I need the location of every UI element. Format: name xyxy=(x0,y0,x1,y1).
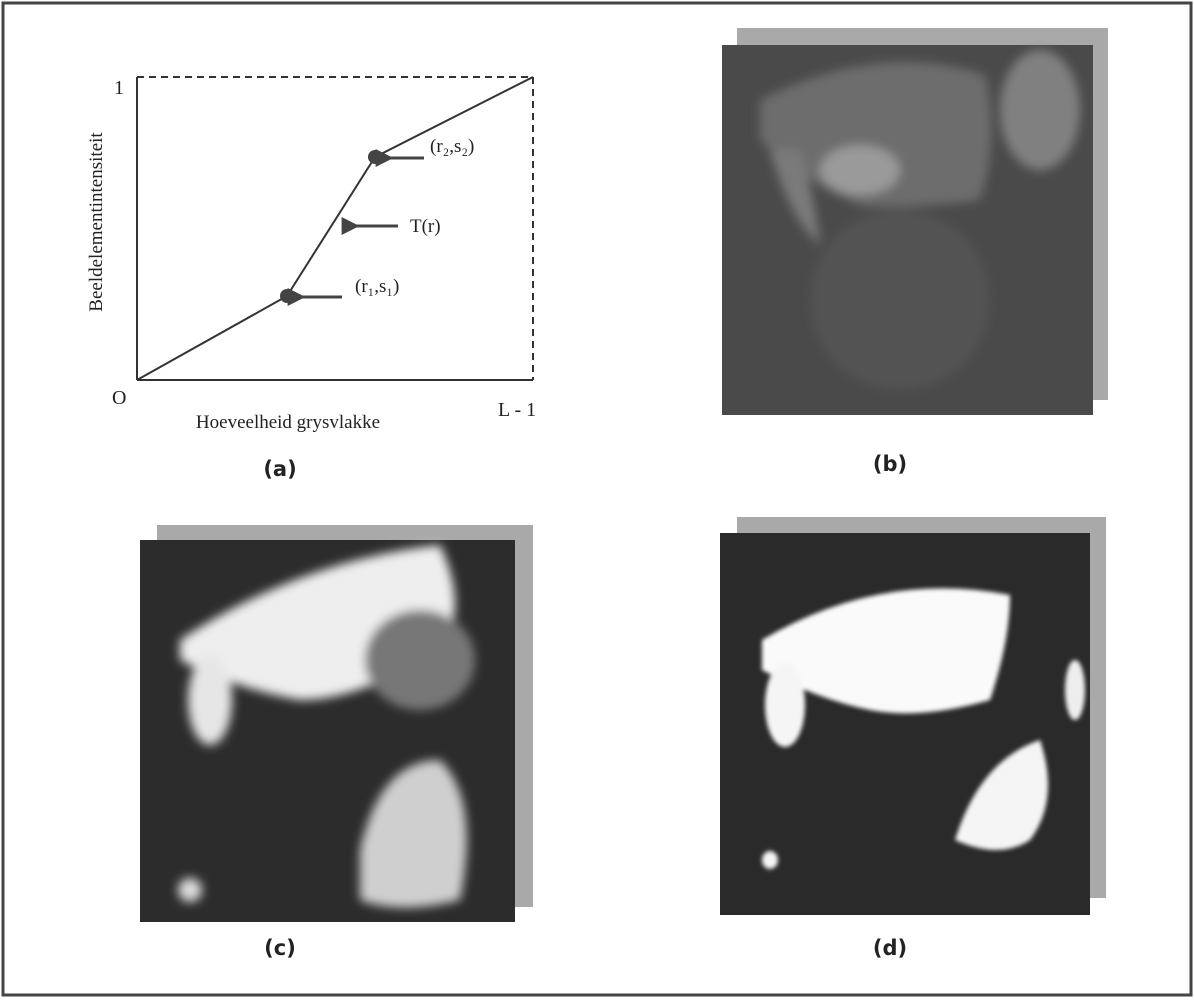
x-max-label: L - 1 xyxy=(498,399,536,421)
point-1 xyxy=(280,289,294,303)
panel-label: (d) xyxy=(873,936,907,960)
figure: (r₁,s₁) (r₂,s₂) T(r) 1 O L - 1 Hoeveelhe… xyxy=(0,0,1194,998)
point-label: (r₁,s₁) xyxy=(355,276,399,297)
point-label: (r₂,s₂) xyxy=(430,136,474,157)
curve-label: T(r) xyxy=(410,216,441,237)
point-2 xyxy=(368,150,382,164)
image-b xyxy=(722,28,1108,415)
panel-label: (a) xyxy=(263,457,296,481)
origin-label: O xyxy=(112,387,126,409)
image-c xyxy=(140,525,533,922)
y-max-label: 1 xyxy=(114,77,124,99)
panel-label: (c) xyxy=(264,936,296,960)
x-axis-label: Hoeveelheid grysvlakke xyxy=(196,412,380,433)
image-d xyxy=(720,517,1106,915)
panel-label: (b) xyxy=(873,452,907,476)
y-axis-label: Beeldelementintensiteit xyxy=(86,132,107,312)
